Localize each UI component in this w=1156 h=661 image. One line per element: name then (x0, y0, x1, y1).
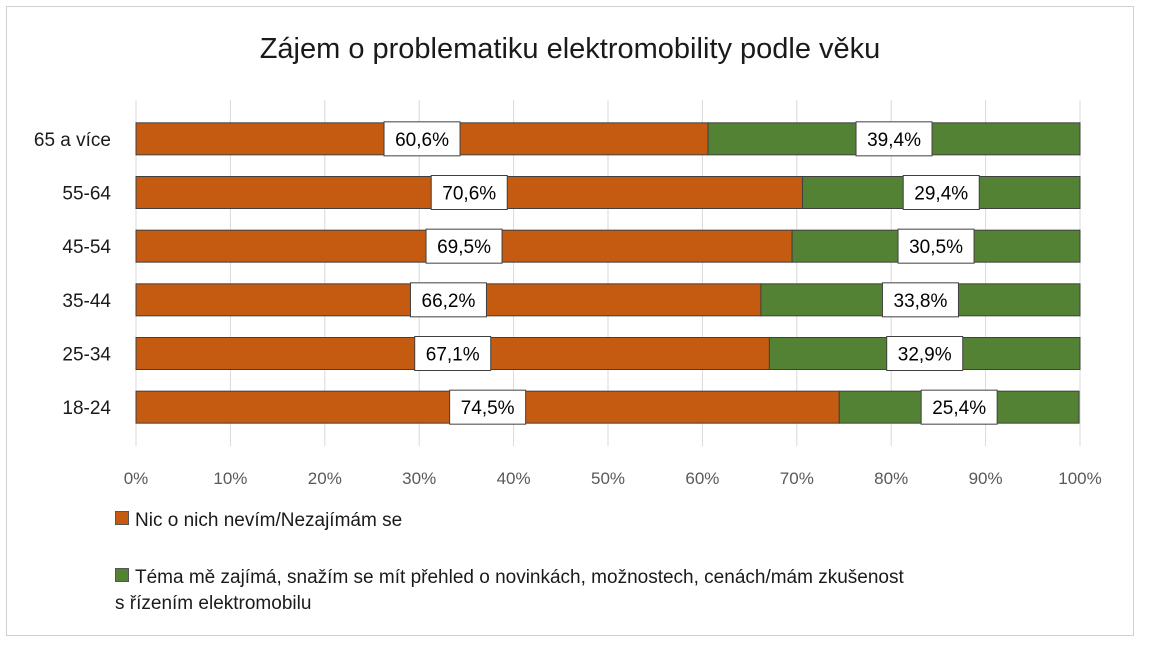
data-label: 33,8% (894, 291, 948, 312)
x-tick-label: 90% (969, 469, 1003, 488)
data-label-box (920, 389, 998, 425)
data-label-box (897, 228, 975, 264)
category-label: 18-24 (62, 398, 111, 419)
x-tick-label: 10% (213, 469, 247, 488)
data-label: 69,5% (437, 237, 491, 258)
x-tick-label: 40% (497, 469, 531, 488)
x-tick-label: 0% (124, 469, 149, 488)
legend-swatch-orange (115, 511, 129, 525)
data-label-box (430, 175, 508, 210)
data-label-box (886, 336, 964, 371)
legend-swatch-green (115, 568, 129, 582)
x-tick-label: 70% (780, 469, 814, 488)
data-label: 70,6% (442, 184, 496, 205)
x-tick-label: 50% (591, 469, 625, 488)
data-label-box (409, 282, 487, 318)
legend-label-interested-line2: s řízením elektromobilu (115, 593, 312, 614)
data-label: 74,5% (461, 398, 515, 419)
data-label-box (855, 121, 933, 157)
data-label: 30,5% (909, 237, 963, 258)
data-label-box (425, 228, 503, 264)
data-label-box (414, 336, 492, 371)
x-tick-label: 100% (1058, 469, 1101, 488)
chart-frame (6, 6, 1134, 636)
category-label: 65 a více (34, 130, 111, 151)
category-label: 25-34 (62, 345, 111, 366)
legend-item-not-interested: Nic o nich nevím/Nezajímám se (115, 508, 402, 534)
data-label: 29,4% (914, 184, 968, 205)
x-tick-label: 30% (402, 469, 436, 488)
data-label-box (449, 389, 527, 425)
category-label: 55-64 (62, 184, 111, 205)
x-tick-label: 60% (685, 469, 719, 488)
x-tick-label: 20% (308, 469, 342, 488)
x-tick-label: 80% (874, 469, 908, 488)
legend-label-not-interested: Nic o nich nevím/Nezajímám se (135, 510, 403, 531)
data-label-box (881, 282, 959, 318)
data-label: 67,1% (426, 345, 480, 366)
data-label-box (383, 121, 461, 157)
legend-label-interested-line1: Téma mě zajímá, snažím se mít přehled o … (135, 567, 904, 588)
data-label: 32,9% (898, 345, 952, 366)
data-label: 25,4% (932, 398, 986, 419)
data-label: 66,2% (422, 291, 476, 312)
category-label: 35-44 (62, 291, 111, 312)
chart-title: Zájem o problematiku elektromobility pod… (259, 33, 881, 65)
category-label: 45-54 (62, 237, 111, 258)
data-label: 60,6% (395, 130, 449, 151)
data-label: 39,4% (867, 130, 921, 151)
legend-item-interested: Téma mě zajímá, snažím se mít přehled o … (115, 565, 1075, 617)
data-label-box (902, 175, 980, 210)
